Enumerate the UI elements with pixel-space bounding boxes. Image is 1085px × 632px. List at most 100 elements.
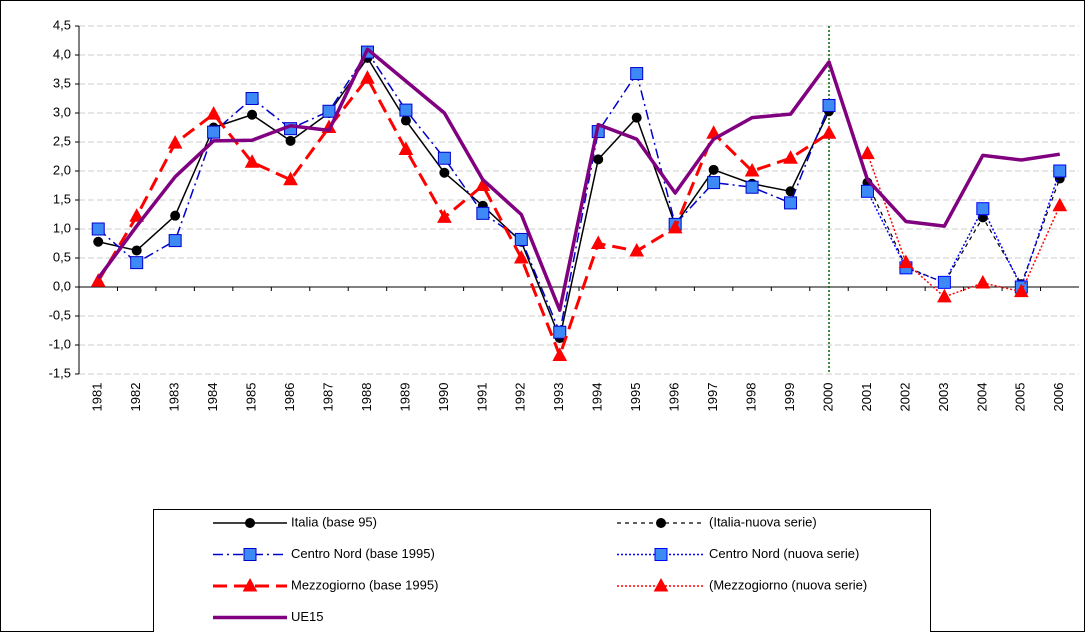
marker [860, 145, 875, 160]
marker [745, 180, 759, 194]
x-tick-label: 2002 [897, 383, 912, 412]
marker [170, 210, 181, 221]
legend-label: UE15 [291, 609, 324, 624]
marker [630, 67, 644, 81]
marker [975, 274, 991, 289]
x-tick-label: 1986 [282, 383, 297, 412]
marker [1052, 197, 1068, 212]
y-tick-label: 0,5 [53, 249, 71, 264]
x-tick-label: 1987 [320, 383, 335, 412]
marker [93, 236, 104, 247]
marker [476, 206, 490, 220]
x-tick-label: 1985 [244, 383, 259, 412]
x-tick-label: 1982 [128, 383, 143, 412]
legend-label: (Italia-nuova serie) [709, 514, 817, 529]
marker [206, 106, 221, 120]
marker [821, 125, 837, 139]
marker [783, 150, 798, 164]
x-tick-label: 1990 [436, 383, 451, 412]
marker [437, 209, 452, 223]
legend-box [153, 509, 931, 632]
x-tick-label: 2001 [859, 383, 874, 412]
marker [707, 176, 721, 190]
marker [552, 347, 568, 361]
marker [937, 288, 952, 303]
marker [398, 141, 414, 156]
y-tick-label: 3,5 [53, 75, 71, 90]
marker [937, 275, 951, 289]
series-line [866, 178, 1061, 285]
x-tick-label: 1989 [397, 383, 412, 412]
legend-label: Centro Nord (nuova serie) [709, 546, 859, 561]
x-tick-label: 1993 [551, 383, 566, 412]
marker [976, 202, 990, 216]
marker [708, 164, 719, 175]
marker [283, 171, 298, 186]
x-tick-label: 2005 [1013, 383, 1028, 412]
marker [1053, 164, 1067, 178]
legend-label: (Mezzogiorno (nuova serie) [709, 577, 867, 592]
series-line [866, 153, 1061, 298]
x-tick-label: 2006 [1051, 383, 1066, 412]
marker [631, 112, 642, 123]
marker [898, 254, 914, 269]
x-tick-label: 1994 [590, 383, 605, 412]
marker [667, 219, 683, 234]
marker [360, 70, 375, 84]
series-line [96, 47, 1061, 312]
marker [130, 256, 144, 270]
legend-label: Mezzogiorno (base 1995) [291, 577, 438, 592]
marker [514, 232, 528, 246]
y-tick-label: 1,0 [53, 220, 71, 235]
x-tick-label: 1983 [167, 383, 182, 412]
marker [656, 518, 666, 528]
marker [653, 577, 669, 592]
marker [437, 151, 451, 165]
series-line [866, 170, 1061, 288]
marker [168, 234, 182, 248]
marker [322, 104, 336, 118]
marker [400, 115, 411, 126]
marker [593, 154, 604, 165]
marker [131, 245, 142, 256]
marker [243, 548, 257, 561]
legend-label: Italia (base 95) [291, 514, 377, 529]
y-tick-label: 0,0 [53, 278, 71, 293]
y-tick-label: -0,5 [49, 307, 71, 322]
marker [244, 154, 260, 168]
x-tick-label: 1991 [474, 383, 489, 412]
y-tick-label: 3,0 [53, 104, 71, 119]
x-tick-label: 1995 [628, 383, 643, 412]
x-tick-label: 1999 [782, 383, 797, 412]
series-line [97, 51, 830, 333]
y-tick-label: -1,5 [49, 365, 71, 380]
x-tick-label: 1988 [359, 383, 374, 412]
marker [247, 109, 258, 120]
marker [590, 235, 606, 249]
y-tick-label: 2,0 [53, 162, 71, 177]
marker [245, 92, 259, 105]
marker [285, 135, 296, 146]
marker [439, 167, 450, 178]
marker [129, 208, 145, 222]
marker [860, 184, 874, 198]
x-tick-label: 2004 [974, 383, 989, 412]
marker [553, 325, 567, 339]
marker [629, 242, 645, 257]
marker [91, 222, 105, 236]
y-tick-label: 4,5 [53, 17, 71, 32]
x-tick-label: 1997 [705, 383, 720, 412]
x-tick-label: 1984 [205, 383, 220, 412]
marker [207, 125, 221, 139]
x-tick-label: 2003 [936, 383, 951, 412]
x-tick-label: 1996 [667, 383, 682, 412]
marker [399, 103, 413, 117]
marker [167, 135, 183, 149]
x-tick-label: 1998 [744, 383, 759, 412]
y-tick-label: 1,5 [53, 191, 71, 206]
marker [1013, 283, 1029, 298]
marker [90, 273, 106, 287]
marker [654, 548, 668, 561]
x-tick-label: 1992 [513, 383, 528, 412]
